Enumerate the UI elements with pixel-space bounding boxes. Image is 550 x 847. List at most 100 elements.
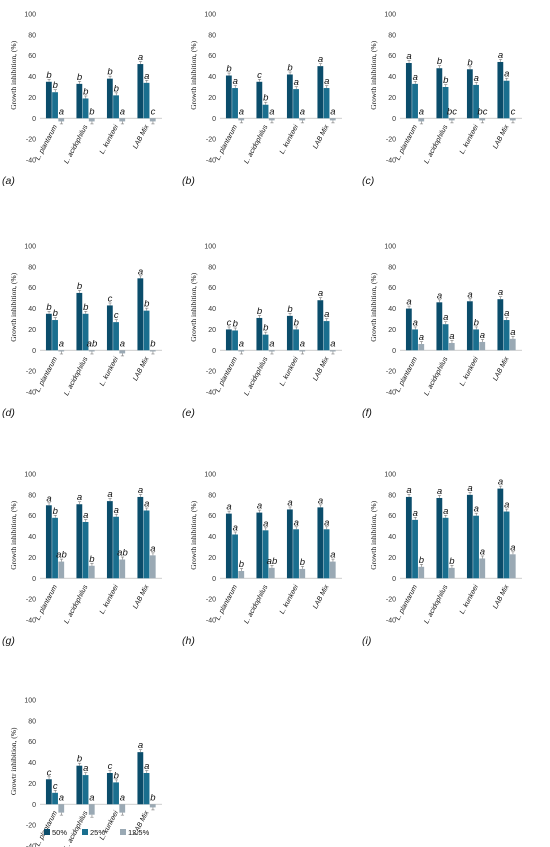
category-label: L. kunkeei — [459, 124, 480, 156]
significance-letter: b — [83, 302, 88, 313]
bar — [317, 507, 324, 579]
significance-letter: bc — [447, 106, 457, 117]
significance-letter: a — [114, 505, 119, 516]
significance-letter: a — [59, 338, 64, 349]
y-tick-label: 40 — [208, 74, 216, 81]
bar — [286, 315, 293, 351]
y-tick-label: 20 — [28, 327, 36, 334]
bar — [225, 513, 232, 579]
bar — [299, 350, 306, 352]
y-tick-label: 80 — [28, 264, 36, 271]
bar — [58, 118, 65, 122]
bar — [76, 292, 83, 351]
significance-letter: a — [449, 331, 454, 342]
significance-letter: a — [144, 71, 149, 82]
category-label: L. kunkeei — [99, 124, 120, 156]
category-label: L. plantarum — [215, 356, 240, 394]
bar — [412, 519, 418, 579]
bar — [45, 505, 52, 579]
y-tick-label: -20 — [26, 823, 36, 830]
y-tick-label: -40 — [26, 844, 36, 847]
bar — [262, 530, 269, 579]
y-tick-label: 100 — [24, 244, 36, 251]
bar — [405, 63, 412, 119]
category-label: L. kunkeei — [279, 584, 300, 616]
bar — [149, 555, 156, 579]
bar — [45, 779, 52, 805]
significance-letter: a — [138, 740, 143, 751]
bar — [466, 301, 473, 351]
significance-letter: a — [89, 792, 94, 803]
bar — [238, 350, 245, 352]
bar — [58, 804, 65, 813]
bar — [323, 529, 330, 579]
significance-letter: b — [263, 323, 268, 334]
significance-letter: ab — [117, 548, 128, 559]
bar — [232, 88, 238, 119]
chart-panel: -40 -20 0 20 40 60 80 100 Growth inhibition, (%)… — [182, 244, 342, 419]
significance-letter: a — [300, 106, 305, 117]
significance-letter: a — [498, 477, 503, 488]
bar — [113, 782, 119, 805]
significance-letter: a — [257, 501, 262, 512]
panel-label: (i) — [362, 635, 371, 647]
chart-panel: -40 -20 0 20 40 60 80 100 Growtr inhibition, (%)… — [9, 698, 162, 847]
bar — [88, 350, 95, 352]
y-tick-label: 20 — [388, 95, 396, 102]
category-label: L. plantarum — [215, 584, 240, 622]
significance-letter: b — [89, 554, 94, 565]
significance-letter: a — [330, 550, 335, 561]
bar — [442, 87, 449, 119]
y-tick-label: -40 — [26, 618, 36, 625]
significance-letter: c — [108, 293, 113, 304]
category-label: L. acidophilus — [243, 584, 270, 626]
significance-letter: a — [419, 106, 424, 117]
y-tick-label: 100 — [384, 472, 396, 479]
significance-letter: b — [77, 754, 82, 765]
bar — [238, 570, 245, 579]
bar — [317, 300, 324, 351]
significance-letter: a — [480, 330, 485, 341]
bar — [268, 567, 275, 579]
significance-letter: b — [53, 308, 58, 319]
bar — [76, 83, 83, 119]
significance-letter: b — [239, 559, 244, 570]
significance-letter: a — [59, 792, 64, 803]
y-tick-label: -20 — [206, 369, 216, 376]
bar — [149, 118, 156, 122]
category-label: L. kunkeei — [99, 584, 120, 616]
y-tick-label: -40 — [206, 390, 216, 397]
bar — [52, 517, 58, 579]
significance-letter: a — [150, 543, 155, 554]
bar — [405, 308, 412, 351]
bar — [106, 501, 113, 579]
bar — [143, 82, 150, 119]
legend-label: 12.5% — [128, 828, 150, 837]
y-tick-label: 0 — [32, 576, 36, 583]
bar — [262, 104, 269, 119]
significance-letter: b — [114, 770, 119, 781]
y-tick-label: -40 — [386, 390, 396, 397]
bar — [82, 98, 89, 119]
y-tick-label: -40 — [206, 158, 216, 165]
significance-letter: b — [467, 57, 472, 68]
bar — [509, 554, 516, 579]
significance-letter: a — [413, 72, 418, 83]
significance-letter: a — [269, 106, 274, 117]
bar — [232, 330, 238, 351]
significance-letter: a — [443, 506, 448, 517]
bar — [45, 313, 52, 351]
bar — [497, 488, 504, 579]
significance-letter: a — [294, 517, 299, 528]
panel-label: (f) — [362, 407, 372, 419]
significance-letter: a — [413, 317, 418, 328]
significance-letter: c — [151, 106, 156, 117]
bar — [473, 515, 479, 579]
significance-letter: b — [443, 75, 448, 86]
bar — [466, 494, 473, 579]
y-axis-label: Growth inhibition, (%) — [369, 500, 378, 569]
bar — [442, 517, 449, 579]
significance-letter: a — [324, 76, 329, 87]
bar — [473, 84, 479, 119]
chart-panel: -40 -20 0 20 40 60 80 100 Growth inhibition, (%)… — [182, 12, 342, 187]
